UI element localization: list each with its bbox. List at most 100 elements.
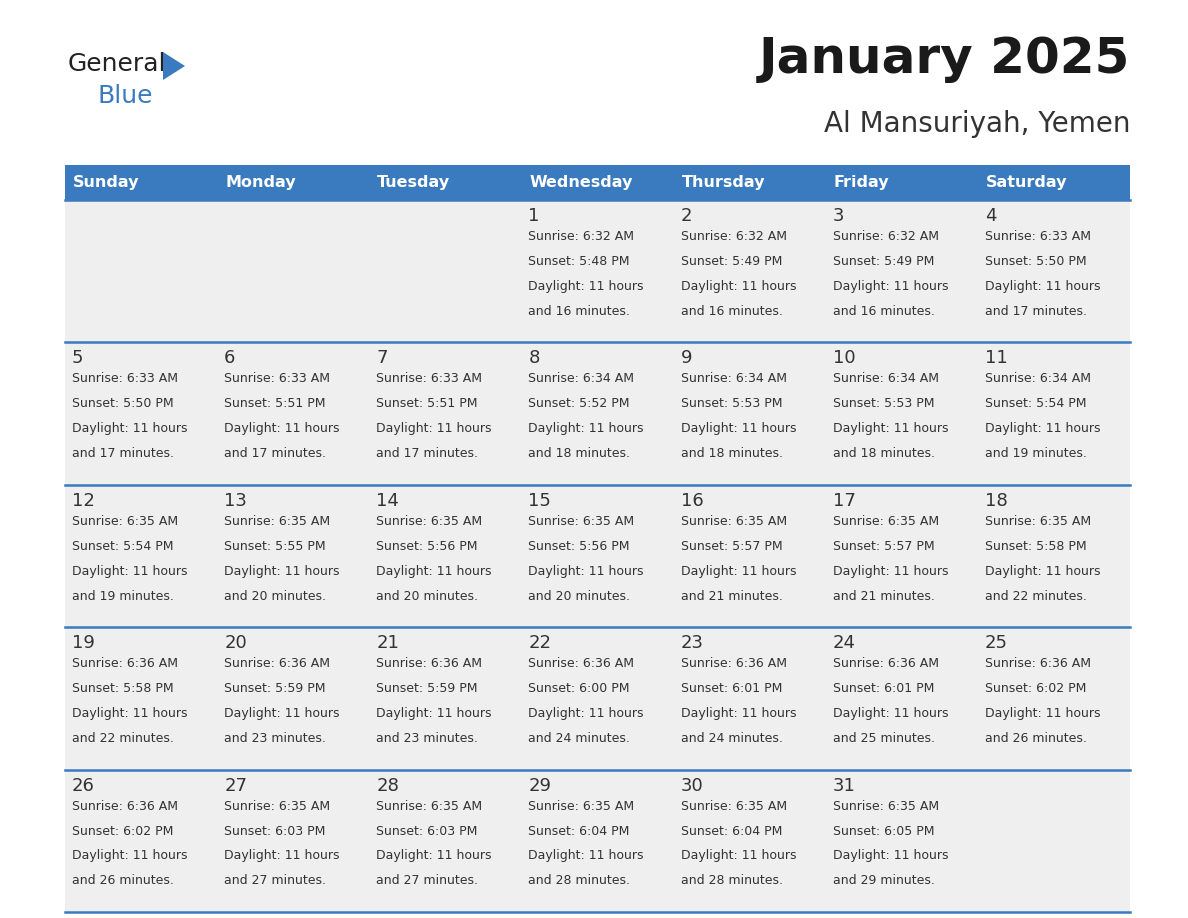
Text: 25: 25 [985, 634, 1007, 652]
Bar [826, 627, 978, 769]
Text: Sunset: 6:03 PM: Sunset: 6:03 PM [225, 824, 326, 837]
Text: Daylight: 11 hours: Daylight: 11 hours [681, 565, 796, 577]
Text: Daylight: 11 hours: Daylight: 11 hours [529, 565, 644, 577]
Text: 27: 27 [225, 777, 247, 795]
Bar [217, 485, 369, 627]
Text: Sunrise: 6:35 AM: Sunrise: 6:35 AM [985, 515, 1091, 528]
Text: 20: 20 [225, 634, 247, 652]
Text: Sunrise: 6:36 AM: Sunrise: 6:36 AM [529, 657, 634, 670]
Text: Sunset: 5:57 PM: Sunset: 5:57 PM [681, 540, 782, 553]
Text: Daylight: 11 hours: Daylight: 11 hours [377, 422, 492, 435]
Text: and 20 minutes.: and 20 minutes. [377, 589, 479, 602]
Text: Sunrise: 6:33 AM: Sunrise: 6:33 AM [377, 373, 482, 386]
Text: Sunset: 6:01 PM: Sunset: 6:01 PM [681, 682, 782, 695]
Text: Sunset: 5:58 PM: Sunset: 5:58 PM [985, 540, 1087, 553]
Bar [978, 485, 1130, 627]
Text: 15: 15 [529, 492, 551, 509]
Text: Sunrise: 6:36 AM: Sunrise: 6:36 AM [681, 657, 786, 670]
Bar [978, 627, 1130, 769]
Text: and 22 minutes.: and 22 minutes. [72, 732, 173, 745]
Text: and 23 minutes.: and 23 minutes. [225, 732, 326, 745]
Text: Daylight: 11 hours: Daylight: 11 hours [225, 707, 340, 720]
Text: 21: 21 [377, 634, 399, 652]
Bar [826, 342, 978, 485]
Text: and 26 minutes.: and 26 minutes. [985, 732, 1087, 745]
Text: Sunrise: 6:33 AM: Sunrise: 6:33 AM [985, 230, 1091, 243]
Bar [674, 200, 826, 342]
Text: Sunset: 5:53 PM: Sunset: 5:53 PM [681, 397, 782, 410]
Text: Daylight: 11 hours: Daylight: 11 hours [225, 849, 340, 862]
Text: Sunrise: 6:35 AM: Sunrise: 6:35 AM [681, 515, 786, 528]
Polygon shape [163, 52, 185, 80]
Text: Sunset: 5:48 PM: Sunset: 5:48 PM [529, 255, 630, 268]
Bar [217, 342, 369, 485]
Text: and 18 minutes.: and 18 minutes. [833, 447, 935, 460]
Text: 24: 24 [833, 634, 855, 652]
Text: Sunset: 5:54 PM: Sunset: 5:54 PM [985, 397, 1086, 410]
Text: and 17 minutes.: and 17 minutes. [985, 305, 1087, 318]
Text: Daylight: 11 hours: Daylight: 11 hours [72, 707, 188, 720]
Text: and 16 minutes.: and 16 minutes. [833, 305, 935, 318]
Text: Wednesday: Wednesday [530, 175, 633, 190]
Bar [522, 485, 674, 627]
Text: Sunrise: 6:34 AM: Sunrise: 6:34 AM [529, 373, 634, 386]
Text: Sunset: 5:58 PM: Sunset: 5:58 PM [72, 682, 173, 695]
Text: and 25 minutes.: and 25 minutes. [833, 732, 935, 745]
Text: Sunrise: 6:32 AM: Sunrise: 6:32 AM [529, 230, 634, 243]
Text: Sunrise: 6:34 AM: Sunrise: 6:34 AM [985, 373, 1091, 386]
Text: and 23 minutes.: and 23 minutes. [377, 732, 478, 745]
Text: Daylight: 11 hours: Daylight: 11 hours [225, 422, 340, 435]
Text: Sunrise: 6:36 AM: Sunrise: 6:36 AM [985, 657, 1091, 670]
Text: Daylight: 11 hours: Daylight: 11 hours [72, 565, 188, 577]
Text: and 20 minutes.: and 20 minutes. [225, 589, 327, 602]
Text: 4: 4 [985, 207, 997, 225]
Bar [826, 769, 978, 912]
Text: Sunrise: 6:35 AM: Sunrise: 6:35 AM [377, 515, 482, 528]
Text: Daylight: 11 hours: Daylight: 11 hours [833, 849, 948, 862]
Bar [522, 627, 674, 769]
Bar [522, 769, 674, 912]
Text: Sunrise: 6:34 AM: Sunrise: 6:34 AM [681, 373, 786, 386]
Text: and 21 minutes.: and 21 minutes. [681, 589, 783, 602]
Text: Sunrise: 6:35 AM: Sunrise: 6:35 AM [72, 515, 178, 528]
Bar [826, 485, 978, 627]
Text: and 22 minutes.: and 22 minutes. [985, 589, 1087, 602]
Text: Thursday: Thursday [682, 175, 765, 190]
Text: 6: 6 [225, 350, 235, 367]
Bar [65, 485, 217, 627]
Text: Daylight: 11 hours: Daylight: 11 hours [681, 422, 796, 435]
Text: and 17 minutes.: and 17 minutes. [377, 447, 479, 460]
Text: 22: 22 [529, 634, 551, 652]
Bar [369, 769, 522, 912]
Text: Sunset: 6:01 PM: Sunset: 6:01 PM [833, 682, 934, 695]
Text: Sunset: 5:57 PM: Sunset: 5:57 PM [833, 540, 934, 553]
Text: and 17 minutes.: and 17 minutes. [72, 447, 173, 460]
Bar [674, 165, 826, 200]
Bar [65, 200, 217, 342]
Text: Daylight: 11 hours: Daylight: 11 hours [72, 849, 188, 862]
Text: Daylight: 11 hours: Daylight: 11 hours [225, 565, 340, 577]
Text: 13: 13 [225, 492, 247, 509]
Text: 12: 12 [72, 492, 95, 509]
Text: Sunset: 5:59 PM: Sunset: 5:59 PM [225, 682, 326, 695]
Text: Sunrise: 6:36 AM: Sunrise: 6:36 AM [72, 657, 178, 670]
Bar [978, 342, 1130, 485]
Bar [978, 769, 1130, 912]
Text: and 18 minutes.: and 18 minutes. [529, 447, 631, 460]
Text: Daylight: 11 hours: Daylight: 11 hours [681, 707, 796, 720]
Text: Sunrise: 6:32 AM: Sunrise: 6:32 AM [833, 230, 939, 243]
Text: and 26 minutes.: and 26 minutes. [72, 874, 173, 888]
Text: Sunrise: 6:36 AM: Sunrise: 6:36 AM [377, 657, 482, 670]
Text: Daylight: 11 hours: Daylight: 11 hours [985, 280, 1100, 293]
Bar [217, 165, 369, 200]
Text: and 17 minutes.: and 17 minutes. [225, 447, 327, 460]
Text: Sunrise: 6:35 AM: Sunrise: 6:35 AM [377, 800, 482, 812]
Bar [826, 165, 978, 200]
Bar [369, 627, 522, 769]
Text: Daylight: 11 hours: Daylight: 11 hours [377, 849, 492, 862]
Text: Daylight: 11 hours: Daylight: 11 hours [985, 565, 1100, 577]
Text: and 18 minutes.: and 18 minutes. [681, 447, 783, 460]
Bar [978, 165, 1130, 200]
Text: Sunset: 6:02 PM: Sunset: 6:02 PM [985, 682, 1086, 695]
Text: and 21 minutes.: and 21 minutes. [833, 589, 935, 602]
